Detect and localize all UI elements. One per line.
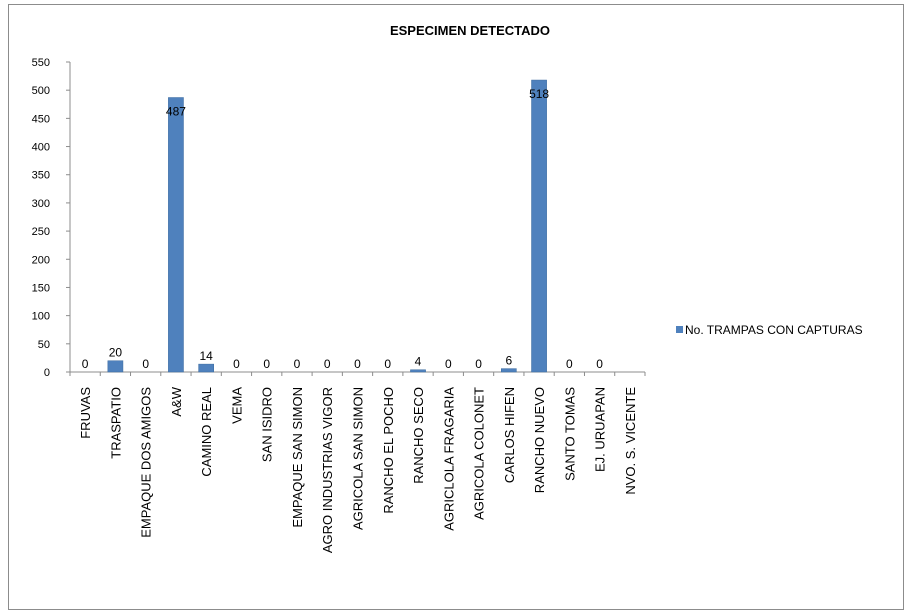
y-tick-label: 350 [32,170,50,182]
y-tick-label: 200 [32,254,50,266]
chart-title: ESPECIMEN DETECTADO [390,23,550,38]
category-label: A&W [169,386,184,416]
data-label: 518 [529,87,549,101]
data-label: 0 [263,357,270,371]
y-tick-label: 300 [32,198,50,210]
category-label: EJ. URUAPAN [593,387,608,472]
data-label: 0 [82,357,89,371]
data-label: 0 [445,357,452,371]
category-label: EMPAQUE DOS AMIGOS [139,387,154,538]
category-label: FRUVAS [78,387,93,439]
data-label: 20 [109,346,123,360]
category-labels: FRUVAS TRASPATIO EMPAQUE DOS AMIGOS A&W CAMI… [78,386,638,553]
bars [107,79,547,373]
data-label: 0 [566,357,573,371]
y-tick-label: 0 [44,367,50,379]
data-label: 14 [200,349,214,363]
x-axis [69,371,646,376]
category-label: NVO. S. VICENTE [623,387,638,495]
category-label: VEMA [229,387,244,424]
legend: No. TRAMPAS CON CAPTURAS [676,323,863,337]
bar [501,368,517,373]
y-tick-label: 450 [32,113,50,125]
data-label: 0 [384,357,391,371]
data-label: 0 [354,357,361,371]
bar [107,360,124,373]
y-tick-label: 50 [38,339,50,351]
legend-label: No. TRAMPAS CON CAPTURAS [685,323,863,337]
data-label: 0 [596,357,603,371]
data-labels: 0 20 0 487 14 0 0 0 0 0 0 4 0 0 6 518 0 0 [82,87,603,371]
data-label: 0 [475,357,482,371]
category-label: SAN ISIDRO [260,387,275,462]
bar [168,97,184,373]
y-tick-label: 500 [32,85,50,97]
y-axis: 0 50 100 150 200 250 300 350 400 450 500 550 [32,57,71,379]
y-tick-label: 550 [32,57,50,69]
data-label: 0 [324,357,331,371]
category-label: RANCHO EL POCHO [381,387,396,514]
category-label: RANCHO SECO [411,387,426,484]
category-label: CAMINO REAL [199,387,214,477]
category-label: RANCHO NUEVO [532,387,547,493]
data-label: 6 [505,354,512,368]
bar [410,369,426,373]
category-label: TRASPATIO [108,387,123,459]
y-tick-label: 150 [32,282,50,294]
bar [531,79,547,373]
category-label: CARLOS HIFEN [502,387,517,483]
data-label: 4 [415,355,422,369]
data-label: 0 [142,357,149,371]
data-label: 487 [166,105,186,119]
category-label: EMPAQUE SAN SIMON [290,387,305,528]
category-label: SANTO TOMAS [562,387,577,481]
category-label: AGRICLOLA FRAGARIA [441,387,456,531]
y-tick-label: 250 [32,226,50,238]
category-label: AGRICOLA COLONET [472,387,487,520]
data-label: 0 [233,357,240,371]
y-tick-label: 400 [32,142,50,154]
legend-swatch [676,326,683,333]
y-tick-label: 100 [32,311,50,323]
data-label: 0 [294,357,301,371]
chart-frame [8,4,904,610]
category-label: AGRICOLA SAN SIMON [351,387,366,530]
bar [198,363,215,373]
category-label: AGRO INDUSTRIAS VIGOR [320,387,335,553]
